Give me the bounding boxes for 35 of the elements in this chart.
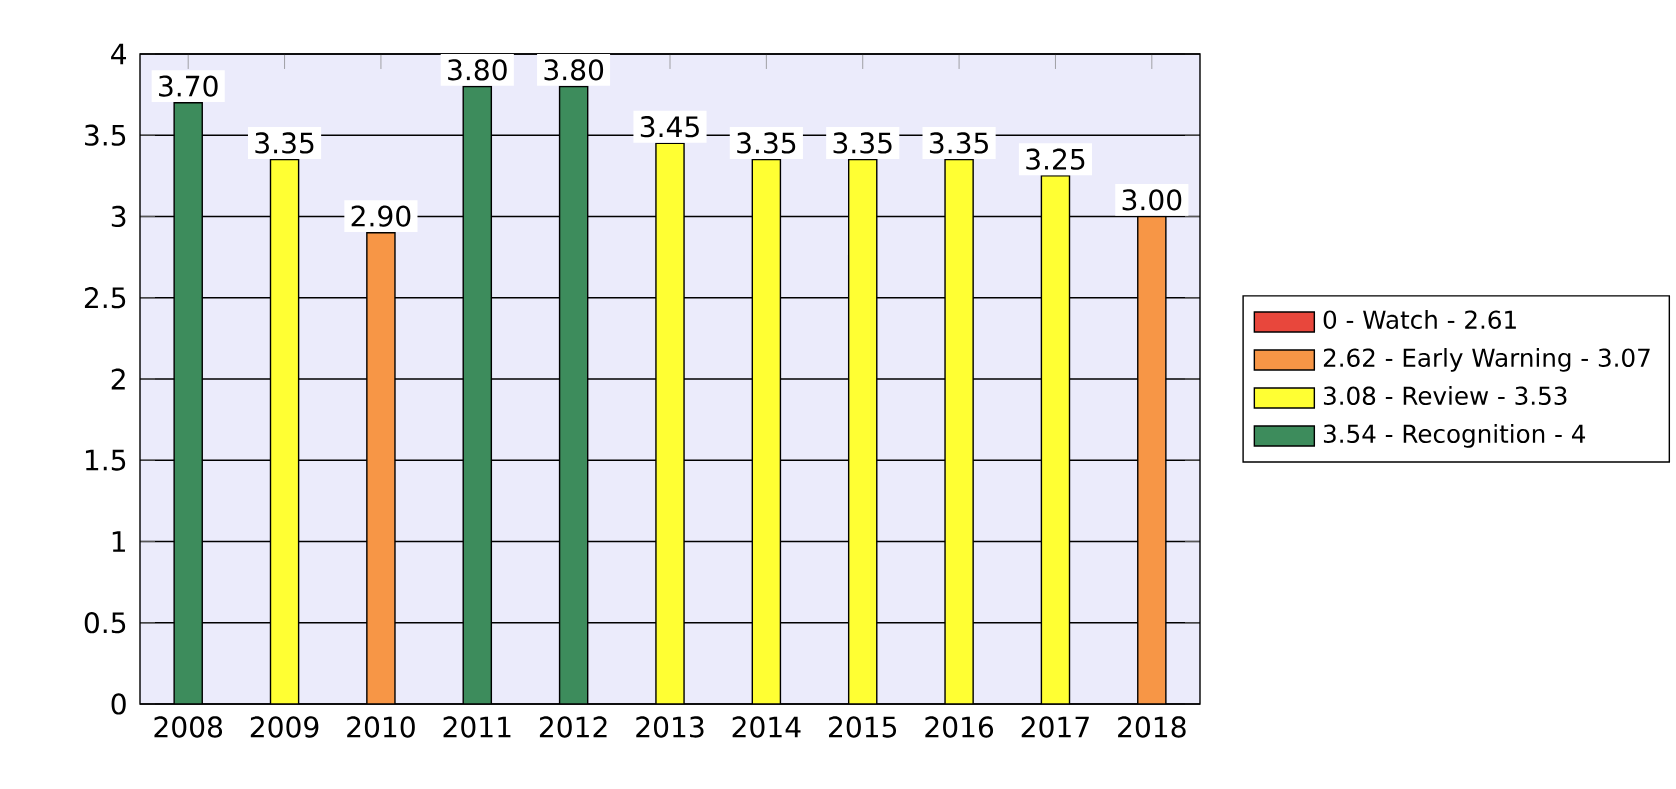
legend-label: 2.62 - Early Warning - 3.07	[1323, 348, 1650, 372]
x-tick-label: 2010	[347, 716, 415, 738]
y-tick-label: 0.5	[84, 612, 126, 634]
x-tick-label: 2018	[1118, 716, 1186, 738]
x-tick-label: 2013	[636, 716, 704, 738]
x-tick-label: 2016	[925, 716, 994, 738]
y-tick-label: 2.5	[84, 287, 126, 309]
data-label: 3.35	[929, 132, 988, 154]
x-tick-label: 2011	[443, 716, 511, 738]
y-tick-label: 0	[111, 693, 126, 715]
data-label: 3.35	[255, 132, 314, 154]
x-tick-label: 2012	[539, 716, 607, 738]
x-tick-label: 2009	[250, 716, 319, 738]
data-label: 3.25	[1026, 148, 1085, 170]
data-label: 3.35	[833, 132, 892, 154]
data-label: 3.35	[737, 132, 796, 154]
data-label: 3.80	[544, 59, 604, 81]
legend-label: 3.54 - Recognition - 4	[1323, 424, 1586, 448]
x-tick-label: 2017	[1021, 716, 1089, 738]
legend-label: 0 - Watch - 2.61	[1323, 309, 1516, 329]
data-label: 3.80	[448, 59, 507, 81]
y-tick-label: 4	[111, 43, 127, 65]
x-tick-label: 2015	[828, 716, 897, 738]
data-label: 3.70	[159, 75, 218, 97]
data-label: 2.90	[351, 205, 411, 227]
data-label: 3.00	[1122, 189, 1182, 211]
y-tick-label: 1	[112, 531, 125, 552]
legend-label: 3.08 - Review - 3.53	[1323, 386, 1567, 406]
x-tick-label: 2014	[732, 716, 801, 738]
data-label: 3.45	[640, 116, 699, 138]
y-tick-label: 3	[111, 205, 126, 228]
y-tick-label: 3.5	[85, 124, 126, 146]
x-tick-label: 2008	[154, 716, 223, 738]
y-tick-label: 2	[111, 368, 125, 390]
y-tick-label: 1.5	[85, 449, 126, 471]
